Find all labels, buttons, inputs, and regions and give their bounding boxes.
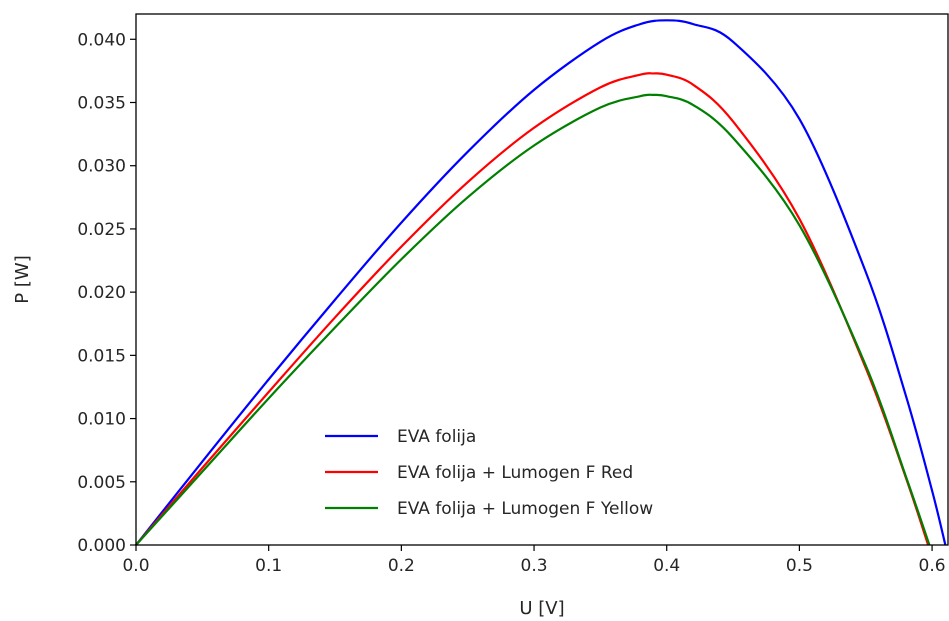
y-tick-label: 0.015	[77, 346, 126, 366]
x-tick-label: 0.5	[786, 556, 813, 576]
series-lines	[135, 19, 947, 546]
x-tick-label: 0.1	[255, 556, 282, 576]
y-tick-label: 0.010	[77, 410, 126, 430]
x-axis-ticks: 0.0 0.1 0.2 0.3 0.4 0.5 0.6	[122, 545, 946, 576]
x-tick-label: 0.0	[122, 556, 149, 576]
y-tick-label: 0.005	[77, 473, 126, 493]
x-tick-label: 0.4	[653, 556, 680, 576]
y-axis-ticks: 0.000 0.005 0.010 0.015 0.020 0.025 0.030 0.035…	[77, 30, 136, 556]
legend: EVA folija EVA folija + Lumogen F Red EVA …	[325, 427, 653, 519]
y-tick-label: 0.020	[77, 283, 126, 303]
x-tick-label: 0.6	[919, 556, 946, 576]
plot-frame	[135, 13, 949, 546]
y-tick-label: 0.040	[77, 30, 126, 50]
legend-label: EVA folija	[397, 427, 476, 447]
series-line-1	[135, 19, 947, 546]
y-tick-label: 0.025	[77, 220, 126, 240]
legend-label: EVA folija + Lumogen F Red	[397, 463, 633, 483]
legend-label: EVA folija + Lumogen F Yellow	[397, 499, 653, 519]
x-axis-label: U [V]	[519, 598, 564, 619]
y-tick-label: 0.035	[77, 94, 126, 114]
y-tick-label: 0.000	[77, 536, 126, 556]
series-line-3	[135, 93, 931, 546]
y-axis-label: P [W]	[12, 255, 33, 303]
y-tick-label: 0.030	[77, 157, 126, 177]
x-tick-label: 0.3	[521, 556, 548, 576]
x-tick-label: 0.2	[388, 556, 415, 576]
